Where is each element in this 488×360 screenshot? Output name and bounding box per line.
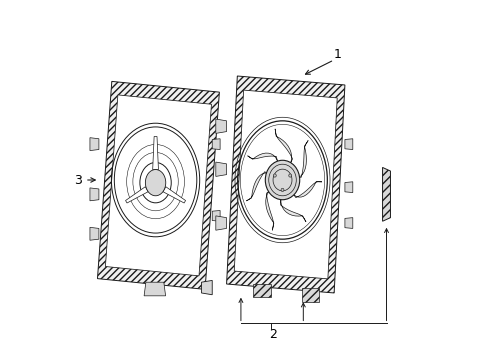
Polygon shape bbox=[234, 90, 337, 279]
Polygon shape bbox=[201, 280, 212, 295]
Polygon shape bbox=[253, 284, 270, 297]
Text: 3: 3 bbox=[74, 174, 81, 186]
Ellipse shape bbox=[145, 170, 165, 196]
Polygon shape bbox=[90, 188, 99, 201]
Polygon shape bbox=[295, 140, 307, 178]
Polygon shape bbox=[97, 81, 219, 289]
Ellipse shape bbox=[140, 162, 171, 203]
Polygon shape bbox=[280, 197, 305, 222]
Polygon shape bbox=[125, 187, 148, 203]
Polygon shape bbox=[212, 139, 220, 149]
Polygon shape bbox=[301, 288, 319, 302]
Polygon shape bbox=[344, 182, 352, 193]
Polygon shape bbox=[215, 162, 226, 176]
Polygon shape bbox=[265, 189, 273, 230]
Polygon shape bbox=[344, 139, 352, 149]
Polygon shape bbox=[246, 172, 269, 201]
Text: 2: 2 bbox=[269, 328, 277, 341]
Polygon shape bbox=[152, 136, 158, 170]
Text: 1: 1 bbox=[333, 48, 341, 61]
Ellipse shape bbox=[265, 160, 299, 200]
Polygon shape bbox=[163, 187, 185, 203]
Polygon shape bbox=[90, 227, 99, 240]
Polygon shape bbox=[247, 153, 278, 163]
Polygon shape bbox=[144, 282, 165, 296]
Ellipse shape bbox=[288, 174, 291, 177]
Ellipse shape bbox=[273, 174, 276, 177]
Polygon shape bbox=[215, 119, 226, 134]
Polygon shape bbox=[105, 95, 211, 276]
Polygon shape bbox=[382, 167, 389, 221]
Polygon shape bbox=[344, 218, 352, 228]
Polygon shape bbox=[90, 138, 99, 150]
Polygon shape bbox=[275, 129, 292, 165]
Polygon shape bbox=[212, 211, 220, 221]
Polygon shape bbox=[215, 216, 226, 230]
Polygon shape bbox=[226, 76, 344, 293]
Ellipse shape bbox=[281, 188, 284, 192]
Polygon shape bbox=[291, 181, 321, 198]
